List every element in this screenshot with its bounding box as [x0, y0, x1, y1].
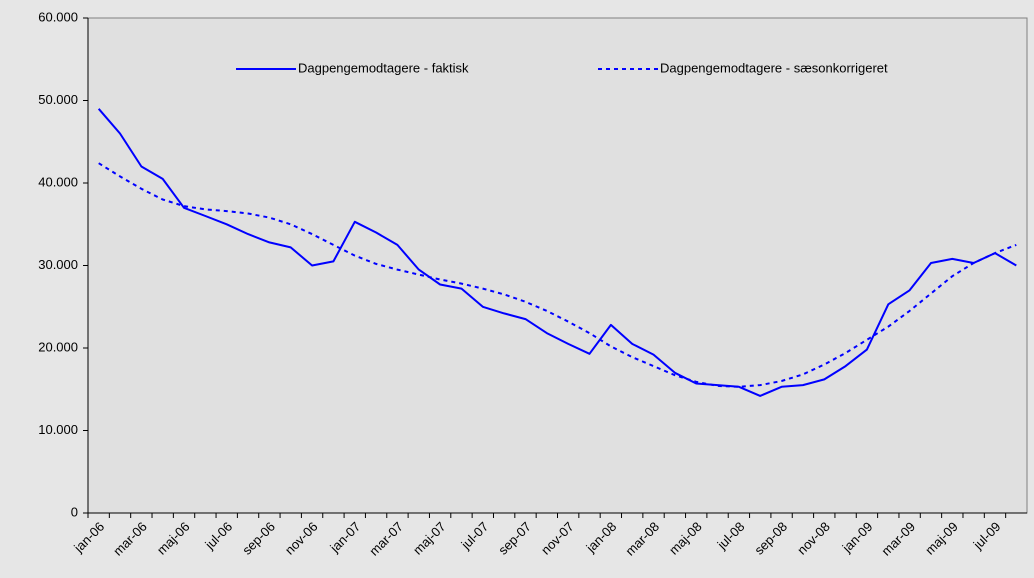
- y-tick-label: 30.000: [38, 257, 78, 272]
- series-line: [98, 162, 1017, 388]
- y-tick-label: 50.000: [38, 92, 78, 107]
- y-tick-label: 10.000: [38, 422, 78, 437]
- y-tick-label: 40.000: [38, 174, 78, 189]
- y-tick-label: 0: [71, 504, 78, 519]
- series-line: [97, 108, 1017, 397]
- y-tick-label: 20.000: [38, 339, 78, 354]
- plot-area: [87, 17, 1028, 514]
- legend-label: Dagpengemodtagere - faktisk: [298, 60, 469, 75]
- y-tick-label: 60.000: [38, 9, 78, 24]
- legend-label: Dagpengemodtagere - sæsonkorrigeret: [660, 60, 888, 75]
